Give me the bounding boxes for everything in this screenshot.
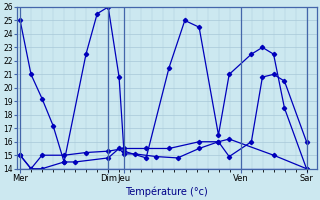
X-axis label: Température (°c): Température (°c) [125,186,208,197]
